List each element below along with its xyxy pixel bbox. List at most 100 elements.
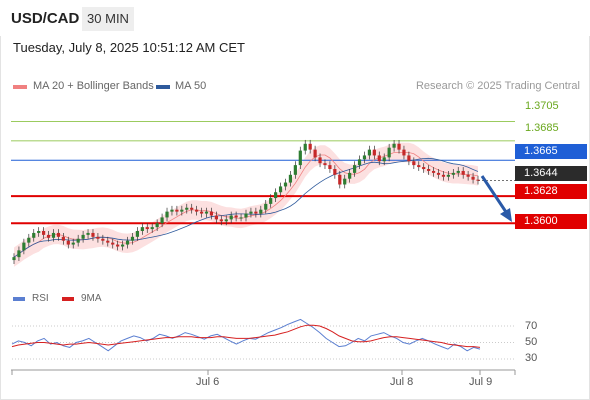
candle [66,236,70,249]
candle [175,205,179,216]
candle [81,231,85,243]
candle-body [27,237,31,243]
candle [357,155,362,169]
candle [51,229,56,242]
candle-body [412,161,416,166]
candle [209,207,214,220]
candle [42,227,46,239]
candle [313,145,317,162]
candle [422,163,426,173]
candle-body [165,211,169,218]
candle-body [214,215,218,220]
candle-body [150,227,154,230]
candle-body [293,165,297,175]
candle [56,229,61,241]
candle-body [120,244,125,247]
candle [377,151,381,166]
candle [372,145,376,160]
ma50-legend: MA 50 [175,80,207,92]
candle-body [466,174,470,177]
candle-body [338,174,342,185]
candle-body [392,143,396,148]
candle [367,145,372,160]
level-lines [11,121,515,225]
candle-body [377,155,381,162]
ma9-swatch [62,297,74,301]
candle [224,215,228,226]
candle-body [130,236,135,241]
ma20-swatch [13,85,27,89]
candle-body [313,149,317,158]
level-tag-last: 1.3644 [515,166,587,181]
bollinger-fill [14,142,478,267]
candle [155,219,159,231]
candle [145,223,149,233]
candle [120,240,125,251]
candle-body [199,211,204,214]
candle-body [190,207,194,210]
candle-body [81,234,85,239]
candle-body [397,143,401,150]
candle [116,240,120,251]
candle [76,234,80,247]
candle-body [244,213,248,218]
candle [441,170,446,181]
datetime-label: Tuesday, July 8, 2025 10:51:12 AM CET [13,40,245,55]
candle-body [303,143,307,151]
candle-body [323,163,327,166]
candle [476,175,480,185]
candle-body [37,231,41,233]
candle [150,223,154,233]
candle-body [116,244,120,247]
candle [244,209,248,222]
candle [259,205,263,218]
x-label-jul6: Jul 6 [196,376,220,388]
ma9-legend: 9MA [81,293,102,304]
candle [135,227,140,241]
candle-body [288,174,293,183]
candle [412,157,416,169]
candle-body [352,165,357,173]
candle [298,146,302,169]
level-tag-support-2: 1.3600 [515,214,587,229]
candle [288,170,293,187]
candle [269,194,273,208]
candle-body [145,227,149,230]
candle-body [456,170,460,173]
candle-body [283,182,288,187]
rsi-tick-70: 70 [525,320,538,332]
candle-body [155,223,159,228]
candle [293,161,297,179]
rsi-panel [11,318,515,360]
candle-body [427,169,431,171]
candle [264,200,268,214]
candle [278,182,283,197]
candle [254,207,258,218]
candle [214,211,218,224]
candle [106,236,110,247]
symbol-title: USD/CAD [11,10,80,27]
candle-body [86,232,90,235]
candle [382,153,386,166]
candle-body [476,179,480,181]
candle [180,205,184,216]
candle [111,238,115,249]
candle [22,238,26,255]
candle-body [204,211,209,214]
rsi-legend: RSI [32,293,49,304]
candle [352,161,357,177]
candle [32,229,36,242]
candle-body [135,231,140,237]
timeframe-badge[interactable]: 30 MIN [82,7,134,31]
candle-body [471,176,475,180]
candle [86,229,90,239]
candle-body [22,242,26,251]
x-label-jul8: Jul 8 [390,376,414,388]
candle [274,188,278,202]
candle [140,223,144,235]
candle [392,139,396,152]
candle [431,167,436,177]
candle [46,231,51,242]
candle [239,213,243,222]
candle-body [254,211,258,214]
